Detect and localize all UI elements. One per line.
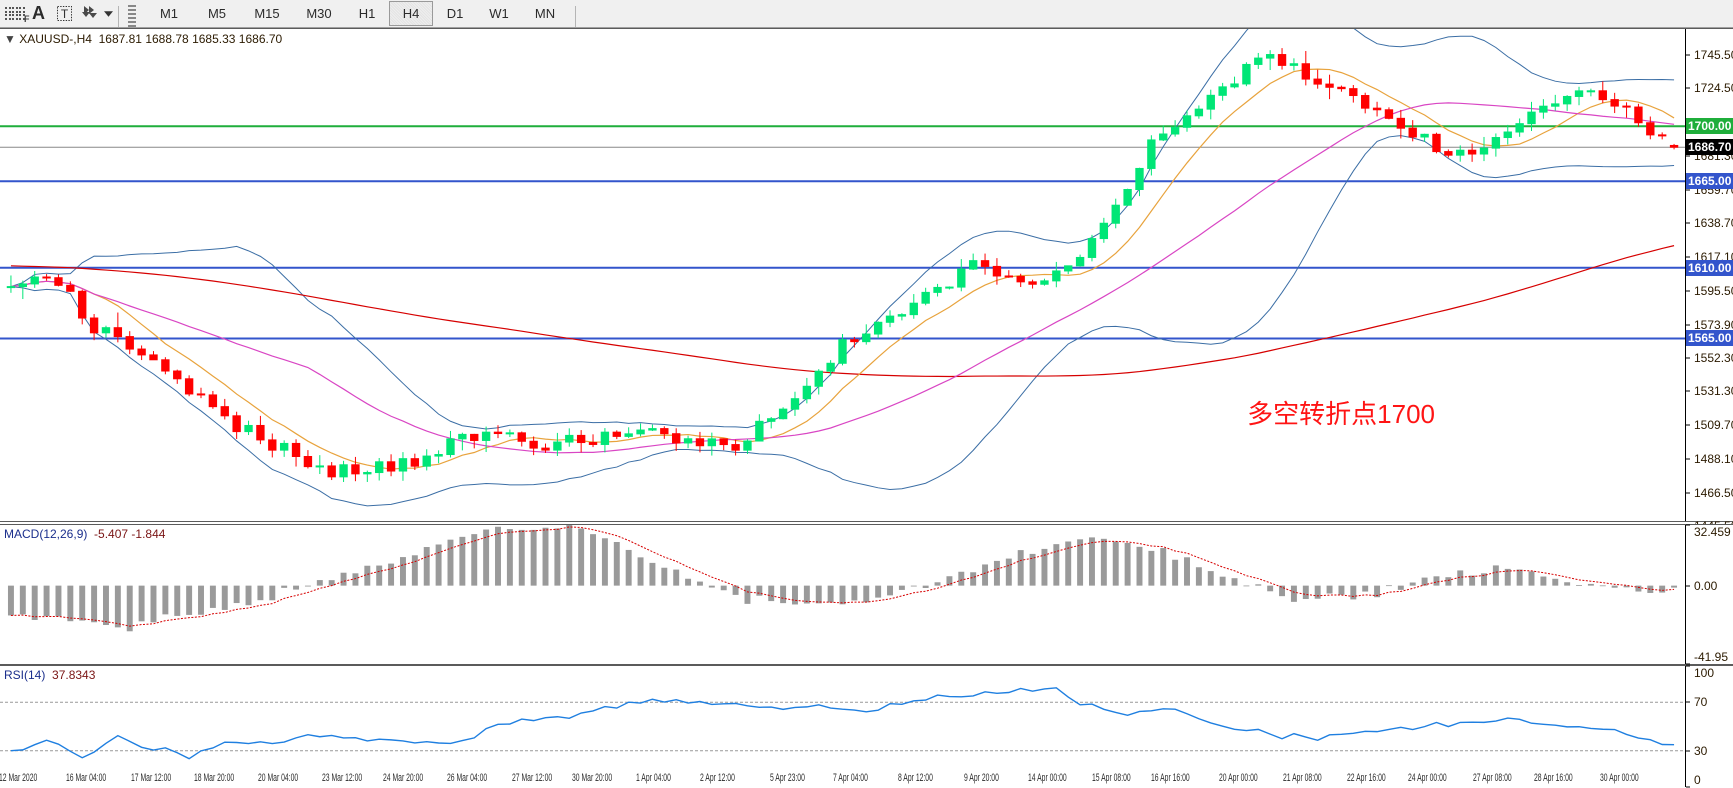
svg-text:T: T — [61, 7, 69, 21]
